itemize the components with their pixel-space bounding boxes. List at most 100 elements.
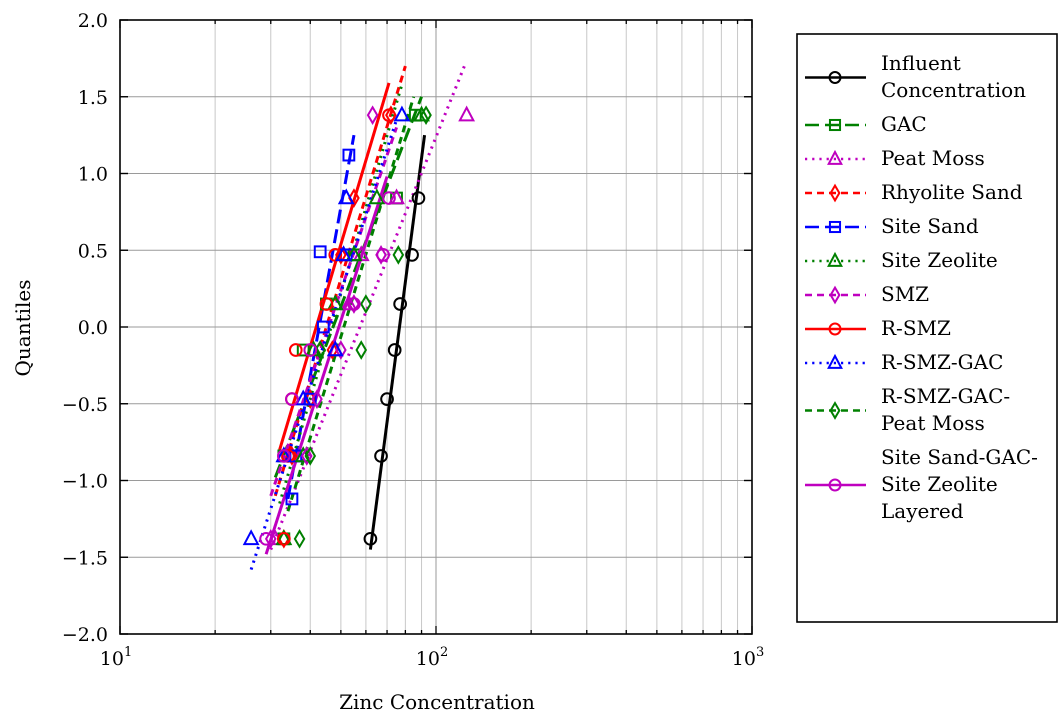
fit-line <box>286 96 416 512</box>
legend-label: Site Zeolite <box>881 472 998 496</box>
marker-circle <box>277 449 291 463</box>
marker-circle <box>363 531 378 546</box>
y-tick-label: 2.0 <box>78 10 108 32</box>
marker-circle <box>259 531 273 546</box>
marker-circle <box>376 248 390 262</box>
marker-triangle <box>337 188 355 205</box>
marker-triangle <box>345 245 363 262</box>
marker-circle <box>347 297 361 311</box>
marker-circle <box>828 71 842 84</box>
marker-circle <box>380 392 394 406</box>
fit-line <box>278 82 391 451</box>
marker-diamond <box>360 294 372 314</box>
legend-label: Peat Moss <box>881 411 985 435</box>
marker-diamond <box>314 340 326 360</box>
legend-label: R-SMZ-GAC- <box>881 384 1010 408</box>
marker-square <box>285 492 299 506</box>
marker-diamond <box>420 105 432 126</box>
marker-triangle <box>368 188 386 205</box>
marker-circle <box>405 248 419 262</box>
y-tick-label: −1.5 <box>62 547 108 569</box>
marker-circle <box>288 343 303 357</box>
y-tick-label: 0.5 <box>78 240 108 262</box>
legend-label: Layered <box>881 499 964 523</box>
marker-triangle <box>388 188 405 205</box>
legend-label: Site Zeolite <box>881 248 998 272</box>
marker-diamond <box>311 389 323 409</box>
y-tick-label: 0.0 <box>78 317 108 339</box>
x-tick-label: 103 <box>732 645 764 670</box>
marker-diamond <box>348 188 360 208</box>
marker-square <box>342 148 356 162</box>
fit-lines <box>249 65 466 570</box>
legend-label: R-SMZ-GAC <box>881 350 1003 374</box>
y-tick-label: 1.5 <box>78 87 108 109</box>
grid <box>120 20 752 634</box>
marker-circle <box>828 322 842 336</box>
marker-circle <box>411 191 426 205</box>
marker-diamond <box>829 401 841 420</box>
marker-diamond <box>300 446 313 466</box>
y-axis-label: Quantiles <box>11 279 35 376</box>
marker-triangle <box>340 294 358 311</box>
marker-diamond <box>829 285 841 305</box>
marker-circle <box>277 531 291 546</box>
marker-diamond <box>355 340 368 360</box>
legend-label: Site Sand <box>881 214 979 238</box>
marker-triangle <box>335 245 353 262</box>
fit-line <box>269 126 398 497</box>
marker-circle <box>328 248 343 262</box>
y-tick-label: −1.0 <box>62 471 108 493</box>
marker-diamond <box>348 294 360 314</box>
x-tick-label: 102 <box>416 645 448 670</box>
marker-diamond <box>335 245 347 265</box>
y-tick-label: −2.0 <box>62 624 108 646</box>
legend-label: Peat Moss <box>881 146 985 170</box>
marker-circle <box>393 297 407 311</box>
legend-label: SMZ <box>881 282 929 306</box>
legend-label: Concentration <box>881 78 1026 102</box>
marker-circle <box>382 108 396 123</box>
marker-diamond <box>392 245 405 265</box>
marker-circle <box>828 478 842 492</box>
marker-square <box>316 320 330 334</box>
fit-line <box>264 176 389 555</box>
legend-label: Site Sand-GAC- <box>881 445 1038 469</box>
marker-circle <box>374 449 388 463</box>
fit-line <box>286 134 356 500</box>
marker-circle <box>387 343 402 357</box>
marker-diamond <box>293 528 306 549</box>
y-tick-label: −0.5 <box>62 394 108 416</box>
marker-circle <box>285 392 299 406</box>
legend-label: GAC <box>881 112 927 136</box>
marker-diamond <box>829 183 841 203</box>
marker-triangle <box>242 529 260 546</box>
marker-triangle <box>413 105 430 122</box>
marker-circle <box>319 297 334 311</box>
fit-line <box>368 134 427 550</box>
marker-square <box>313 245 327 259</box>
marker-triangle <box>326 340 344 357</box>
fit-line <box>278 84 404 504</box>
marker-diamond <box>366 105 379 126</box>
legend-label: Rhyolite Sand <box>881 180 1023 204</box>
legend: Influent Concentration GAC Peat Moss Rhyolit… <box>796 33 1058 623</box>
marker-diamond <box>326 340 339 360</box>
x-axis-label: Zinc Concentration <box>339 690 535 714</box>
marker-square <box>828 220 842 234</box>
marker-triangle <box>458 105 476 122</box>
marker-triangle <box>294 389 312 406</box>
marker-diamond <box>264 528 277 549</box>
legend-label: R-SMZ <box>881 316 951 340</box>
legend-label: Influent <box>881 51 961 75</box>
marker-circle <box>303 343 318 357</box>
marker-triangle <box>827 353 843 369</box>
marker-triangle <box>827 149 843 165</box>
data-markers <box>242 105 476 549</box>
marker-square <box>828 118 842 132</box>
marker-circle <box>382 191 396 205</box>
marker-diamond <box>304 446 317 466</box>
marker-triangle <box>393 105 411 122</box>
